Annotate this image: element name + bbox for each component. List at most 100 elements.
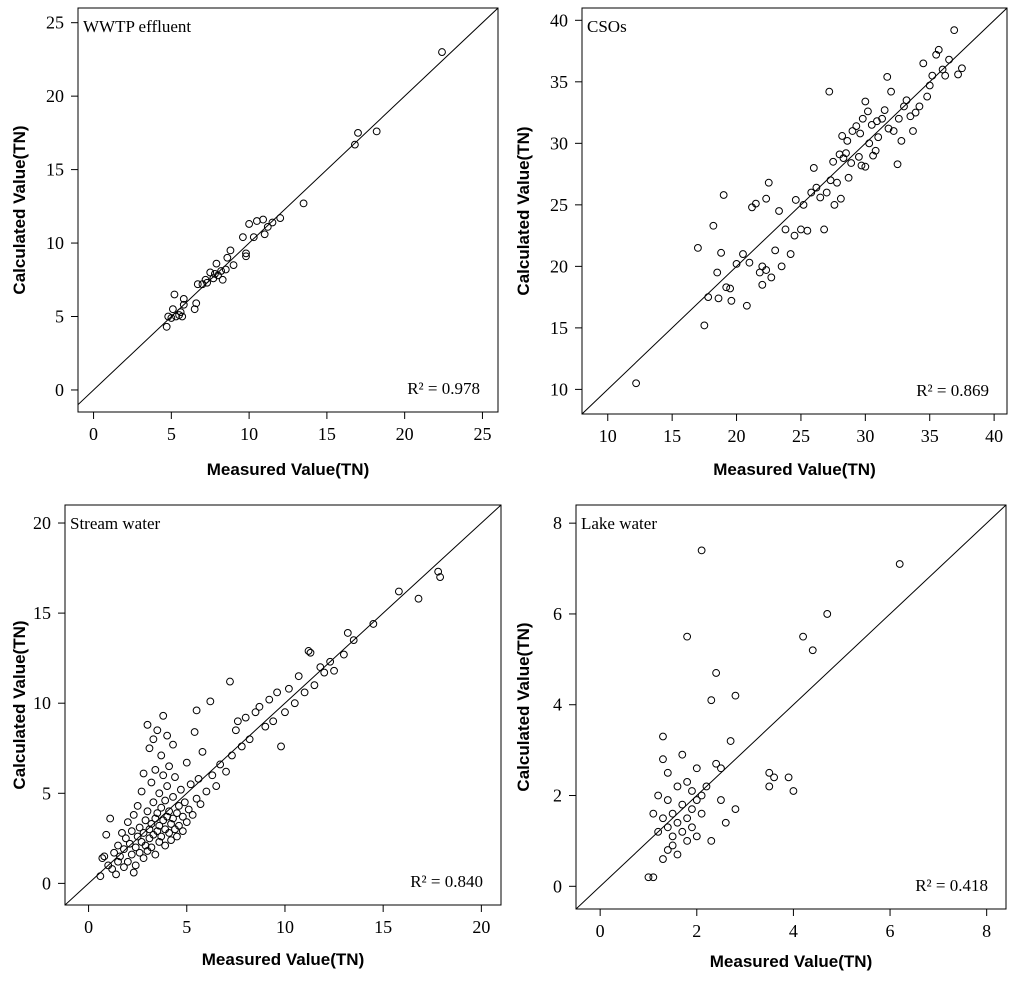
data-point xyxy=(732,260,741,268)
data-point xyxy=(112,870,120,879)
data-point xyxy=(823,610,832,618)
data-point xyxy=(193,280,202,289)
y-tick-label: 6 xyxy=(553,604,562,624)
data-point xyxy=(771,246,780,255)
data-point xyxy=(865,139,874,148)
data-point xyxy=(714,294,723,303)
data-point xyxy=(194,774,203,783)
data-point xyxy=(206,268,215,277)
data-point xyxy=(106,814,115,823)
data-point xyxy=(799,632,807,641)
data-point xyxy=(190,305,199,314)
data-point xyxy=(127,850,136,859)
data-point xyxy=(789,787,798,795)
data-point xyxy=(838,132,847,140)
data-point xyxy=(765,768,774,777)
data-point xyxy=(861,162,870,171)
panel-title: WWTP effluent xyxy=(83,17,191,36)
data-point xyxy=(231,726,240,735)
data-point xyxy=(339,650,348,659)
data-point xyxy=(414,594,423,603)
data-point xyxy=(120,845,128,854)
data-point xyxy=(114,841,122,850)
data-point xyxy=(102,830,111,839)
data-point xyxy=(179,300,188,309)
x-tick-label: 15 xyxy=(318,424,336,444)
data-point xyxy=(167,836,175,845)
data-point xyxy=(632,379,640,388)
x-tick-label: 15 xyxy=(374,917,392,937)
r-squared-label: R² = 0.418 xyxy=(915,876,988,895)
data-point xyxy=(839,154,848,162)
data-point xyxy=(149,735,158,744)
data-point xyxy=(697,809,706,818)
data-point xyxy=(897,136,906,145)
data-point xyxy=(151,765,160,774)
data-point xyxy=(928,71,937,80)
data-point xyxy=(945,55,953,64)
data-point xyxy=(816,193,825,202)
data-point xyxy=(343,629,352,637)
data-point xyxy=(394,587,403,596)
x-tick-label: 40 xyxy=(985,426,1003,446)
x-tick-label: 5 xyxy=(182,917,191,937)
data-point xyxy=(192,794,201,803)
data-point xyxy=(683,777,692,786)
plot-frame xyxy=(77,7,499,413)
data-point xyxy=(697,546,706,555)
data-point xyxy=(178,812,187,821)
data-point xyxy=(217,267,226,275)
data-point xyxy=(203,278,212,287)
data-point xyxy=(745,258,754,267)
y-tick-label: 0 xyxy=(42,873,51,893)
data-point xyxy=(100,852,109,861)
data-point xyxy=(919,59,928,68)
data-point xyxy=(263,222,272,231)
data-point xyxy=(228,751,236,760)
data-point xyxy=(184,805,193,814)
data-point xyxy=(260,230,269,239)
data-point xyxy=(169,792,177,801)
data-point xyxy=(826,176,835,185)
data-point xyxy=(954,70,962,79)
data-point xyxy=(713,268,722,277)
fit-line xyxy=(78,8,498,406)
data-point xyxy=(923,92,932,101)
data-point xyxy=(809,164,818,172)
data-point xyxy=(663,823,672,832)
y-tick-label: 30 xyxy=(550,133,568,153)
data-point xyxy=(249,233,258,242)
data-point xyxy=(958,64,966,73)
data-point xyxy=(110,848,118,857)
data-point xyxy=(145,744,154,753)
data-point xyxy=(153,809,162,818)
data-point xyxy=(326,657,335,666)
data-point xyxy=(316,663,325,672)
data-point xyxy=(192,299,201,308)
data-point xyxy=(242,252,250,261)
data-point xyxy=(869,151,877,160)
data-point xyxy=(259,215,268,224)
data-point xyxy=(245,220,254,228)
data-point xyxy=(874,133,883,142)
data-point xyxy=(739,250,747,258)
data-point xyxy=(692,796,701,804)
data-point xyxy=(369,620,378,628)
data-point xyxy=(848,127,857,135)
data-point xyxy=(683,814,692,823)
data-point xyxy=(372,127,381,136)
data-point xyxy=(149,798,158,807)
data-point xyxy=(196,800,205,808)
data-point xyxy=(300,688,309,697)
data-point xyxy=(697,791,706,800)
x-tick-label: 0 xyxy=(596,921,605,941)
x-tick-label: 2 xyxy=(692,921,701,941)
data-point xyxy=(941,71,950,80)
data-point xyxy=(226,677,234,686)
x-tick-label: 10 xyxy=(276,917,294,937)
x-tick-label: 25 xyxy=(792,426,810,446)
data-point xyxy=(909,127,917,135)
data-point xyxy=(843,136,852,145)
data-point xyxy=(726,284,735,293)
